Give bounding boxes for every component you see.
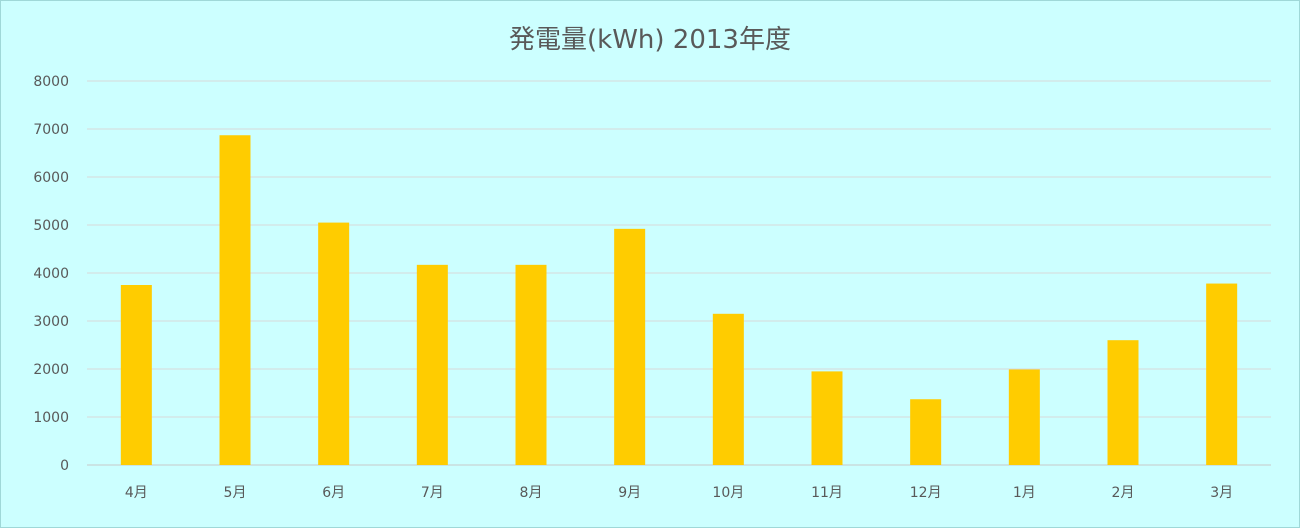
x-tick-label: 9月 (618, 485, 641, 501)
y-tick-label: 3000 (33, 314, 69, 330)
y-tick-label: 4000 (33, 266, 69, 282)
bar-9月 (614, 228, 646, 465)
x-tick-label: 12月 (910, 485, 942, 501)
bar-11月 (811, 371, 843, 465)
y-tick-label: 6000 (33, 170, 69, 186)
x-tick-label: 2月 (1112, 485, 1135, 501)
y-tick-label: 8000 (33, 74, 69, 90)
bar-8月 (515, 264, 547, 465)
x-tick-label: 5月 (224, 485, 247, 501)
x-tick-label: 7月 (421, 485, 444, 501)
x-axis-ticks: 4月 5月 6月 7月 8月 9月 10月 11月 12月 1月 2月 3月 (125, 485, 1233, 501)
x-tick-label: 10月 (712, 485, 744, 501)
bar-6月 (318, 222, 350, 465)
bar-1月 (1008, 369, 1040, 465)
bar-10月 (712, 313, 744, 465)
bar-12月 (910, 399, 942, 465)
bar-3月 (1206, 283, 1238, 465)
gridlines (87, 80, 1271, 466)
x-tick-label: 6月 (322, 485, 345, 501)
bar-7月 (416, 264, 448, 465)
bar-2月 (1107, 340, 1139, 465)
bar-5月 (219, 135, 251, 466)
y-tick-label: 2000 (33, 362, 69, 378)
x-tick-label: 4月 (125, 485, 148, 501)
x-tick-label: 3月 (1210, 485, 1233, 501)
chart-title: 発電量(kWh) 2013年度 (509, 25, 791, 55)
bar-4月 (120, 285, 152, 465)
bars (120, 135, 1238, 466)
x-tick-label: 11月 (811, 485, 843, 501)
x-tick-label: 8月 (520, 485, 543, 501)
y-tick-label: 0 (60, 458, 69, 474)
x-tick-label: 1月 (1013, 485, 1036, 501)
y-axis-ticks: 0 1000 2000 3000 4000 5000 6000 7000 8000 (33, 74, 69, 474)
y-tick-label: 7000 (33, 122, 69, 138)
y-tick-label: 1000 (33, 410, 69, 426)
y-tick-label: 5000 (33, 218, 69, 234)
